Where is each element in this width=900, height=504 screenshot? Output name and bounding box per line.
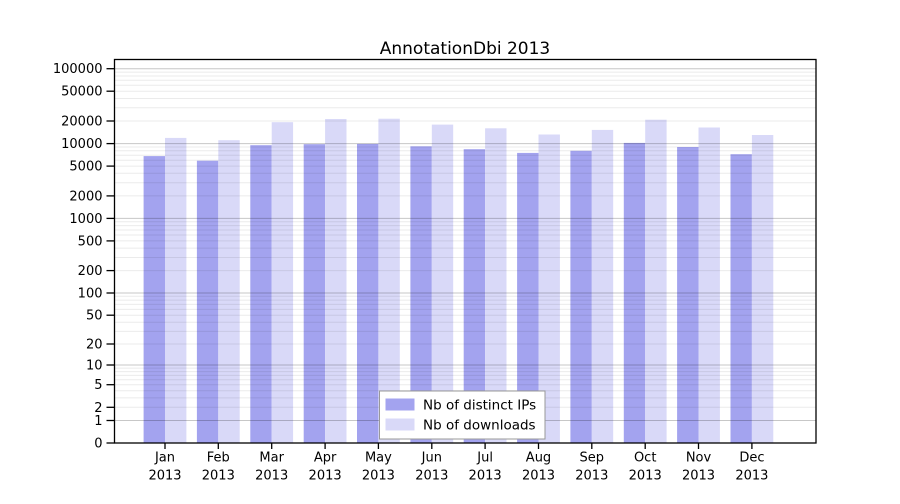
- x-year-label: 2013: [522, 469, 555, 484]
- y-tick-label: 5000: [69, 160, 102, 175]
- y-tick-label: 20000: [61, 115, 102, 130]
- y-tick-label: 100: [78, 287, 103, 302]
- bar-nb-of-distinct-ips-feb: [196, 160, 219, 443]
- x-year-label: 2013: [148, 469, 181, 484]
- bar-nb-of-downloads-sep: [591, 129, 614, 443]
- bar-nb-of-downloads-nov: [698, 127, 720, 443]
- bar-nb-of-downloads-apr: [325, 119, 347, 443]
- bar-nb-of-downloads-jul: [485, 128, 507, 444]
- x-year-label: 2013: [735, 469, 768, 484]
- x-year-label: 2013: [682, 469, 715, 484]
- y-tick-label: 500: [78, 234, 103, 249]
- bar-nb-of-distinct-ips-nov: [677, 147, 699, 443]
- bar-nb-of-downloads-mar: [271, 122, 294, 443]
- x-month-label: Dec: [739, 451, 764, 466]
- x-month-label: Feb: [207, 451, 230, 466]
- x-month-label: Mar: [259, 451, 284, 466]
- bars-layer: [143, 118, 774, 444]
- bar-nb-of-distinct-ips-jan: [143, 156, 165, 443]
- y-tick-label: 20: [86, 338, 103, 353]
- x-year-label: 2013: [469, 469, 502, 484]
- x-month-label: Oct: [634, 451, 656, 466]
- x-year-label: 2013: [629, 469, 662, 484]
- x-year-label: 2013: [415, 469, 448, 484]
- y-tick-label: 1000: [69, 212, 102, 227]
- y-tick-label: 50000: [61, 85, 102, 100]
- y-tick-label: 1: [94, 414, 102, 429]
- x-month-label: Jul: [476, 451, 493, 466]
- legend-label-distinct-ips: Nb of distinct IPs: [423, 398, 536, 414]
- legend-swatch-distinct-ips: [385, 398, 415, 411]
- legend-swatch-downloads: [385, 418, 415, 431]
- bar-nb-of-downloads-oct: [645, 119, 667, 443]
- x-month-label: Nov: [686, 451, 712, 466]
- y-tick-label: 2: [94, 401, 102, 416]
- y-tick-label: 5: [94, 378, 102, 393]
- y-axis: 0 12 5 10 20 50 100 200 500 1000 2000 5000 10000 2000…: [53, 62, 115, 452]
- x-year-label: 2013: [202, 469, 235, 484]
- x-year-label: 2013: [309, 469, 342, 484]
- x-year-label: 2013: [575, 469, 608, 484]
- x-axis: Jan 2013 Feb 2013 Mar 2013 Apr 2013 May 2013 Jun 20…: [148, 443, 768, 484]
- bar-nb-of-downloads-may: [378, 118, 400, 443]
- x-month-label: Jun: [421, 451, 442, 466]
- bar-nb-of-distinct-ips-mar: [250, 145, 272, 443]
- bar-nb-of-downloads-jun: [431, 124, 454, 443]
- bar-nb-of-distinct-ips-dec: [730, 154, 752, 443]
- x-month-label: May: [365, 451, 392, 466]
- x-month-label: Apr: [314, 451, 337, 466]
- x-year-label: 2013: [255, 469, 288, 484]
- y-tick-label: 50: [86, 309, 103, 324]
- plot-frame: [113, 58, 817, 444]
- bar-nb-of-distinct-ips-jun: [410, 146, 432, 444]
- bar-nb-of-distinct-ips-jul: [463, 149, 486, 443]
- x-month-label: Aug: [526, 451, 551, 466]
- y-tick-label: 10: [86, 359, 103, 374]
- bar-nb-of-distinct-ips-apr: [303, 144, 326, 443]
- y-tick-label: 100000: [53, 62, 103, 77]
- y-tick-label: 10000: [61, 137, 102, 152]
- y-tick-label: 2000: [69, 189, 102, 204]
- bar-nb-of-distinct-ips-aug: [517, 152, 539, 443]
- x-month-label: Jan: [154, 451, 175, 466]
- legend-label-downloads: Nb of downloads: [423, 418, 536, 434]
- bar-nb-of-distinct-ips-sep: [570, 150, 592, 444]
- x-year-label: 2013: [362, 469, 395, 484]
- bar-nb-of-downloads-feb: [218, 140, 240, 443]
- x-month-label: Sep: [580, 451, 605, 466]
- chart-title: AnnotationDbi 2013: [380, 39, 551, 59]
- bar-nb-of-downloads-jan: [165, 137, 187, 443]
- bar-nb-of-downloads-aug: [538, 134, 560, 443]
- bar-nb-of-distinct-ips-may: [357, 143, 379, 443]
- y-tick-label: 0: [94, 437, 102, 452]
- legend: Nb of distinct IPs Nb of downloads: [379, 390, 546, 440]
- y-tick-label: 200: [78, 264, 103, 279]
- bar-nb-of-distinct-ips-oct: [623, 142, 646, 443]
- bar-nb-of-downloads-dec: [751, 135, 774, 443]
